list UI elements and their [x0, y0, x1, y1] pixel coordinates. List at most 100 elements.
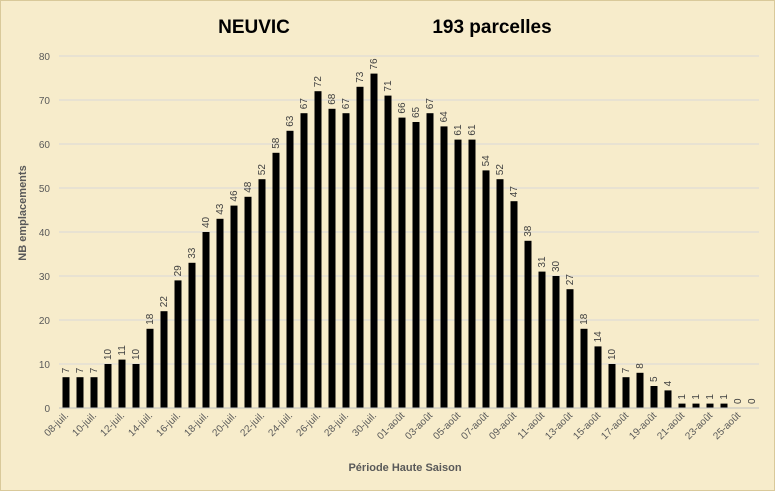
- chart-subtitle: 193 parcelles: [432, 17, 551, 38]
- x-tick-label: 13-août: [543, 410, 575, 442]
- bar: [286, 130, 294, 409]
- data-label: 14: [593, 331, 604, 343]
- bar: [76, 377, 84, 408]
- bar: [440, 126, 448, 409]
- bar: [244, 196, 252, 408]
- y-tick-label: 30: [39, 272, 51, 283]
- y-tick-label: 50: [39, 184, 51, 195]
- bar: [258, 179, 266, 408]
- bar: [398, 117, 406, 408]
- data-label: 38: [523, 225, 534, 237]
- x-tick-label: 12-juil.: [99, 410, 128, 439]
- bar: [342, 113, 350, 408]
- data-label: 46: [229, 190, 240, 202]
- data-label: 7: [621, 367, 632, 373]
- x-tick-label: 14-juil.: [127, 410, 156, 439]
- data-label: 1: [705, 394, 716, 400]
- chart-title: NEUVIC: [218, 17, 290, 38]
- x-tick-label: 25-août: [711, 410, 743, 442]
- data-label: 52: [257, 164, 268, 176]
- x-tick-label: 07-août: [459, 410, 491, 442]
- x-axis-title: Période Haute Saison: [348, 462, 461, 474]
- bar: [230, 205, 238, 408]
- data-label: 73: [355, 71, 366, 83]
- data-label: 7: [75, 367, 86, 373]
- y-tick-label: 70: [39, 96, 51, 107]
- x-tick-label: 11-août: [516, 410, 547, 441]
- bar: [510, 201, 518, 408]
- data-label: 43: [215, 203, 226, 215]
- data-label: 67: [299, 98, 310, 110]
- data-label: 4: [663, 380, 674, 386]
- data-label: 18: [145, 313, 156, 325]
- data-label: 30: [551, 260, 562, 272]
- bar: [104, 364, 112, 408]
- x-tick-label: 26-juil.: [295, 410, 324, 439]
- data-label: 0: [733, 398, 744, 404]
- data-label: 31: [537, 256, 548, 268]
- y-axis-title: NB emplacements: [17, 165, 29, 260]
- bar: [160, 311, 168, 408]
- bar: [678, 403, 686, 408]
- bar: [524, 240, 532, 408]
- x-tick-label: 21-août: [655, 410, 687, 442]
- bar: [664, 390, 672, 408]
- data-label: 40: [201, 216, 212, 228]
- bar: [118, 359, 126, 408]
- bar: [370, 73, 378, 408]
- data-label: 5: [649, 376, 660, 382]
- data-label: 22: [159, 296, 170, 308]
- data-label: 72: [313, 76, 324, 88]
- data-label: 10: [131, 348, 142, 360]
- bar: [692, 403, 700, 408]
- data-label: 8: [635, 363, 646, 369]
- data-label: 68: [327, 93, 338, 105]
- bar: [454, 139, 462, 408]
- x-tick-label: 18-juil.: [183, 410, 212, 439]
- y-tick-label: 20: [39, 316, 51, 327]
- y-axis-ticks: 0 10 20 30 40 50 60 70 80: [39, 52, 51, 415]
- bar: [384, 95, 392, 408]
- data-label: 10: [607, 348, 618, 360]
- y-tick-label: 60: [39, 140, 51, 151]
- x-tick-label: 05-août: [431, 410, 463, 442]
- bar: [356, 86, 364, 409]
- x-tick-label: 09-août: [487, 410, 519, 442]
- x-tick-label: 03-août: [403, 410, 435, 442]
- y-tick-label: 40: [39, 228, 51, 239]
- bar: [272, 152, 280, 408]
- x-tick-label: 24-juil.: [267, 410, 296, 439]
- bar: [566, 289, 574, 408]
- data-label: 61: [467, 124, 478, 136]
- bar: [412, 122, 420, 408]
- data-label: 7: [61, 367, 72, 373]
- data-label: 10: [103, 348, 114, 360]
- data-label: 63: [285, 115, 296, 127]
- data-label: 27: [565, 274, 576, 286]
- bar: [314, 91, 322, 408]
- data-label: 58: [271, 137, 282, 149]
- bar: [594, 346, 602, 408]
- bar: [706, 403, 714, 408]
- bar: [300, 113, 308, 408]
- data-label: 7: [89, 367, 100, 373]
- bar: [62, 377, 70, 408]
- x-tick-label: 23-août: [683, 410, 715, 442]
- data-label: 1: [691, 394, 702, 400]
- x-tick-label: 01-août: [375, 410, 407, 442]
- x-tick-label: 10-juil.: [71, 410, 100, 439]
- data-label: 33: [187, 247, 198, 259]
- bars: [62, 73, 728, 409]
- data-label: 11: [117, 345, 128, 356]
- data-label: 66: [397, 102, 408, 114]
- bar: [426, 113, 434, 408]
- data-label: 71: [383, 80, 394, 92]
- data-label: 67: [341, 98, 352, 110]
- x-tick-label: 19-août: [627, 410, 659, 442]
- data-label: 1: [677, 394, 688, 400]
- data-label: 65: [411, 106, 422, 118]
- bar: [496, 179, 504, 408]
